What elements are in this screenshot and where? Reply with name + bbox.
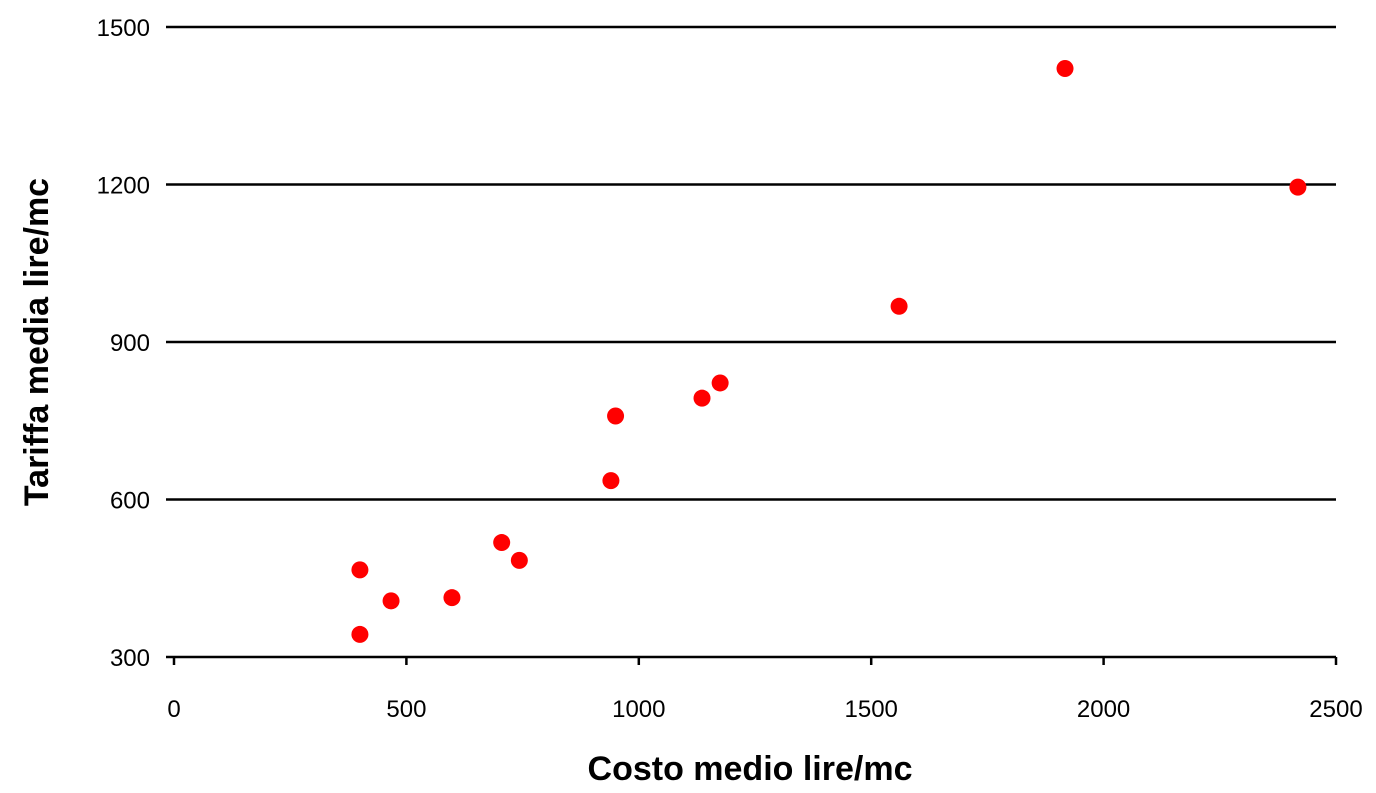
x-axis-tick-labels: 0 500 1000 1500 2000 2500 [167,696,1362,723]
y-tick-label-1500: 1500 [97,15,150,42]
y-tick-label-600: 600 [110,488,150,515]
data-point-8 [607,407,625,425]
data-point-12 [1056,59,1074,77]
x-tick-label-2000: 2000 [1077,696,1130,723]
data-point-3 [382,592,400,610]
data-point-13 [1289,178,1307,196]
y-axis-title: Tariffa media lire/mc [18,178,56,506]
x-tick-label-0: 0 [167,696,180,723]
gridlines [174,25,1336,501]
x-tick-label-2500: 2500 [1309,696,1362,723]
data-point-7 [602,472,620,490]
data-points [351,59,1307,643]
y-axis-tick-labels: 300 600 900 1200 1500 [97,15,150,672]
data-point-6 [510,551,528,569]
x-tick-label-1000: 1000 [612,696,665,723]
data-point-1 [351,561,369,579]
x-tick-label-1500: 1500 [845,696,898,723]
y-tick-label-900: 900 [110,330,150,357]
data-point-10 [711,374,729,392]
x-tick-label-500: 500 [386,696,426,723]
y-tick-label-300: 300 [110,645,150,672]
data-point-4 [443,589,461,607]
x-axis-title: Costo medio lire/mc [588,750,913,788]
data-point-5 [493,534,511,552]
data-point-2 [351,625,369,643]
axes [166,25,1338,665]
data-point-11 [890,297,908,315]
data-point-9 [693,389,711,407]
y-tick-label-1200: 1200 [97,173,150,200]
